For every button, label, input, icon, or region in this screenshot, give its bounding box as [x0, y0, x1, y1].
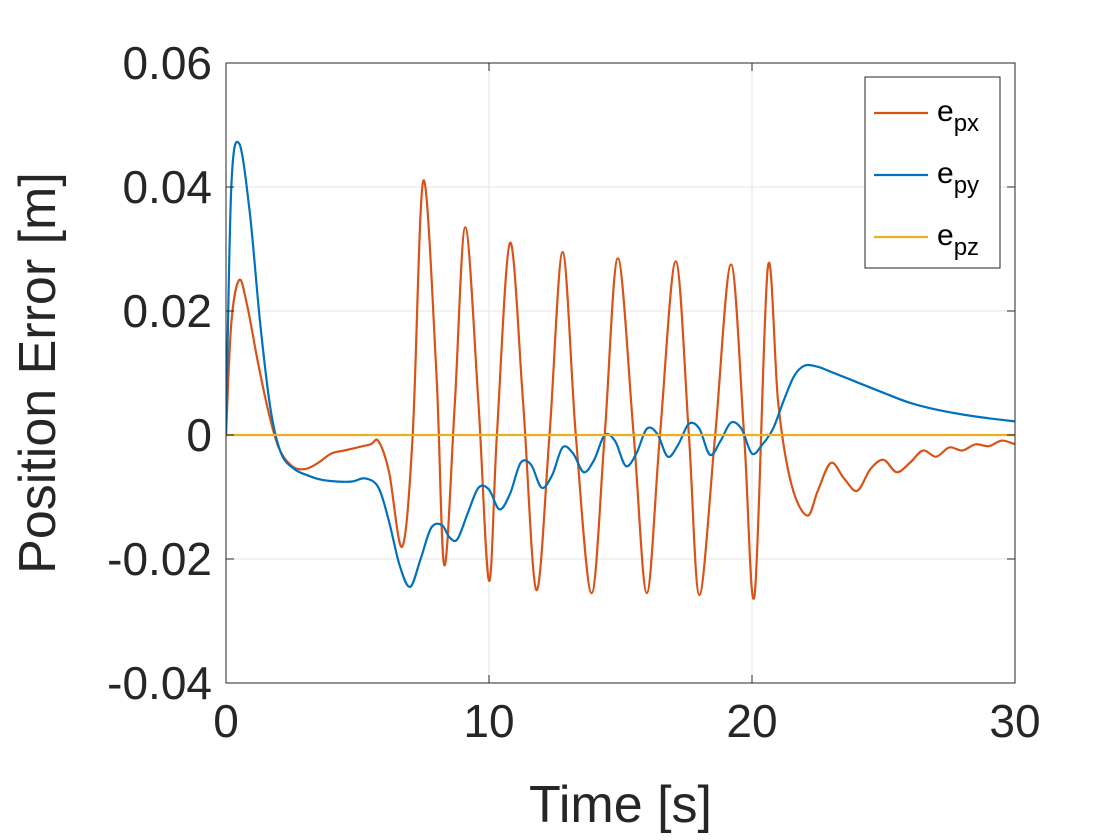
y-tick-label: 0.02: [122, 285, 212, 337]
series-line-e-py: [226, 140, 1015, 588]
x-axis-label: Time [s]: [529, 776, 712, 834]
y-tick-label: 0.06: [122, 37, 212, 89]
axes-box: [225, 62, 1016, 684]
y-tick-label: 0.04: [122, 161, 212, 213]
x-tick-label: 10: [463, 695, 514, 747]
series-line-e-px: [226, 179, 1015, 600]
legend-label: epx: [937, 95, 979, 137]
axis-ticks: [225, 62, 1016, 684]
legend-label: epy: [937, 157, 979, 199]
data-series: [226, 140, 1015, 600]
x-tick-label: 20: [726, 695, 777, 747]
legend-label: epz: [937, 219, 979, 261]
x-tick-label: 0: [213, 695, 239, 747]
y-tick-label: -0.04: [107, 657, 212, 709]
tick-labels: 0 10 20 30 -0.04 -0.02 0 0.02 0.04 0.06: [107, 37, 1040, 747]
y-axis-label: Position Error [m]: [9, 172, 67, 574]
y-tick-label: 0: [186, 409, 212, 461]
legend-box: [864, 76, 1001, 269]
legend: epx epy epz: [864, 76, 1001, 269]
x-tick-label: 30: [989, 695, 1040, 747]
y-tick-label: -0.02: [107, 533, 212, 585]
